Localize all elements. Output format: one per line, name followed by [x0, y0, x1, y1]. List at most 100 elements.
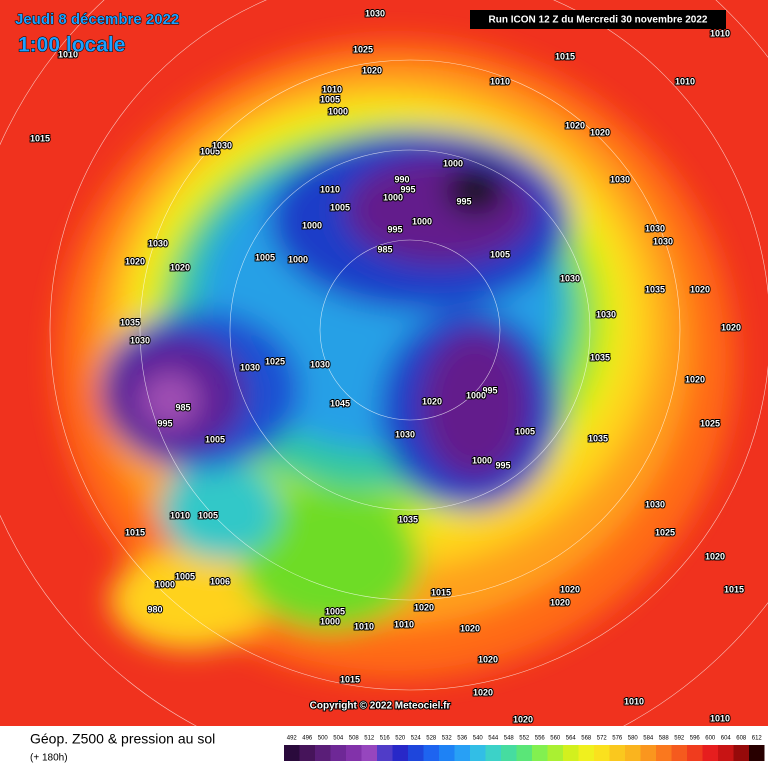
colorbar-swatch [640, 745, 656, 761]
pressure-label: 1010 [322, 84, 342, 94]
pressure-label: 985 [175, 402, 190, 412]
pressure-label: 1015 [724, 584, 744, 594]
colorbar-swatch [656, 745, 672, 761]
pressure-label: 980 [147, 604, 162, 614]
pressure-label: 1025 [353, 44, 373, 54]
colorbar-label: 564 [566, 736, 577, 742]
pressure-label: 1020 [125, 256, 145, 266]
colorbar-label: 524 [411, 736, 422, 742]
colorbar-label: 504 [333, 736, 344, 742]
pressure-label: 1010 [675, 76, 695, 86]
pressure-label: 1005 [175, 571, 195, 581]
colorbar-label: 552 [519, 736, 530, 742]
pressure-label: 1030 [365, 8, 385, 18]
colorbar-swatch [454, 745, 470, 761]
colorbar-label: 500 [318, 736, 329, 742]
colorbar-label: 596 [690, 736, 701, 742]
pressure-label: 1010 [320, 184, 340, 194]
pressure-label: 1000 [288, 254, 308, 264]
pressure-label: 995 [400, 184, 415, 194]
colorbar-swatch [702, 745, 718, 761]
colorbar-label: 612 [752, 736, 763, 742]
pressure-labels: 1030102510201010101010051000100510301015… [29, 7, 745, 725]
colorbar-swatch [733, 745, 749, 761]
pressure-label: 1045 [330, 398, 350, 408]
pressure-label: 1035 [645, 284, 665, 294]
pressure-label: 1030 [596, 309, 616, 319]
colorbar-swatch [392, 745, 408, 761]
pressure-label: 1030 [653, 236, 673, 246]
colorbar-label: 516 [380, 736, 391, 742]
colorbar-label: 556 [535, 736, 546, 742]
pressure-label: 995 [387, 224, 402, 234]
pressure-label: 1020 [478, 654, 498, 664]
pressure-label: 1025 [655, 527, 675, 537]
pressure-label: 1005 [200, 146, 220, 156]
colorbar-label: 600 [705, 736, 716, 742]
colorbar-swatch [532, 745, 548, 761]
pressure-label: 1000 [466, 390, 486, 400]
pressure-label: 1020 [560, 584, 580, 594]
pressure-label: 1010 [58, 49, 78, 59]
colorbar-label: 560 [550, 736, 561, 742]
colorbar-label: 520 [395, 736, 406, 742]
pressure-label: 1000 [320, 616, 340, 626]
pressure-label: 1020 [721, 322, 741, 332]
pressure-label: 1000 [383, 192, 403, 202]
pressure-label: 1035 [590, 352, 610, 362]
pressure-label: 1000 [302, 220, 322, 230]
pressure-label: 1035 [588, 433, 608, 443]
colorbar-label: 568 [581, 736, 592, 742]
pressure-label: 1020 [550, 597, 570, 607]
pressure-label: 1010 [170, 510, 190, 520]
colorbar-label: 540 [473, 736, 484, 742]
colorbar-swatch [330, 745, 346, 761]
pressure-label: 1005 [490, 249, 510, 259]
colorbar-label: 592 [674, 736, 685, 742]
pressure-label: 1005 [320, 94, 340, 104]
pressure-label: 1010 [710, 28, 730, 38]
colorbar-label: 536 [457, 736, 468, 742]
pressure-label: 1000 [472, 455, 492, 465]
pressure-label: 1030 [610, 174, 630, 184]
pressure-label: 1005 [198, 510, 218, 520]
pressure-label: 1030 [645, 499, 665, 509]
colorbar-swatch [315, 745, 331, 761]
colorbar-label: 572 [597, 736, 608, 742]
pressure-label: 1020 [473, 687, 493, 697]
pressure-label: 1030 [645, 223, 665, 233]
pressure-label: 1020 [422, 396, 442, 406]
pressure-label: 1015 [555, 51, 575, 61]
pressure-label: 1015 [340, 674, 360, 684]
pressure-label: 1005 [325, 606, 345, 616]
pressure-label: 1000 [328, 106, 348, 116]
pressure-label: 1015 [431, 587, 451, 597]
pressure-label: 1020 [565, 120, 585, 130]
colorbar-swatch [439, 745, 455, 761]
colorbar-label: 548 [504, 736, 515, 742]
colorbar-swatch [377, 745, 393, 761]
pressure-label: 1020 [362, 65, 382, 75]
pressure-label: 1020 [513, 714, 533, 724]
colorbar-label: 580 [628, 736, 639, 742]
colorbar-label: 588 [659, 736, 670, 742]
colorbar-label: 576 [612, 736, 623, 742]
legend-lead: (+ 180h) [30, 753, 68, 764]
pressure-label: 1030 [560, 273, 580, 283]
pressure-label: 1020 [690, 284, 710, 294]
pressure-label: 1035 [398, 514, 418, 524]
pressure-label: 1010 [354, 621, 374, 631]
pressure-label: 1020 [414, 602, 434, 612]
colorbar-swatch [609, 745, 625, 761]
colorbar-label: 528 [426, 736, 437, 742]
colorbar-swatch [361, 745, 377, 761]
date: Jeudi 8 décembre 2022 [15, 11, 179, 28]
pressure-label: 1000 [443, 158, 463, 168]
pressure-label: 1010 [710, 713, 730, 723]
pressure-label: 1020 [705, 551, 725, 561]
pressure-label: 1005 [255, 252, 275, 262]
colorbar-swatch [485, 745, 501, 761]
